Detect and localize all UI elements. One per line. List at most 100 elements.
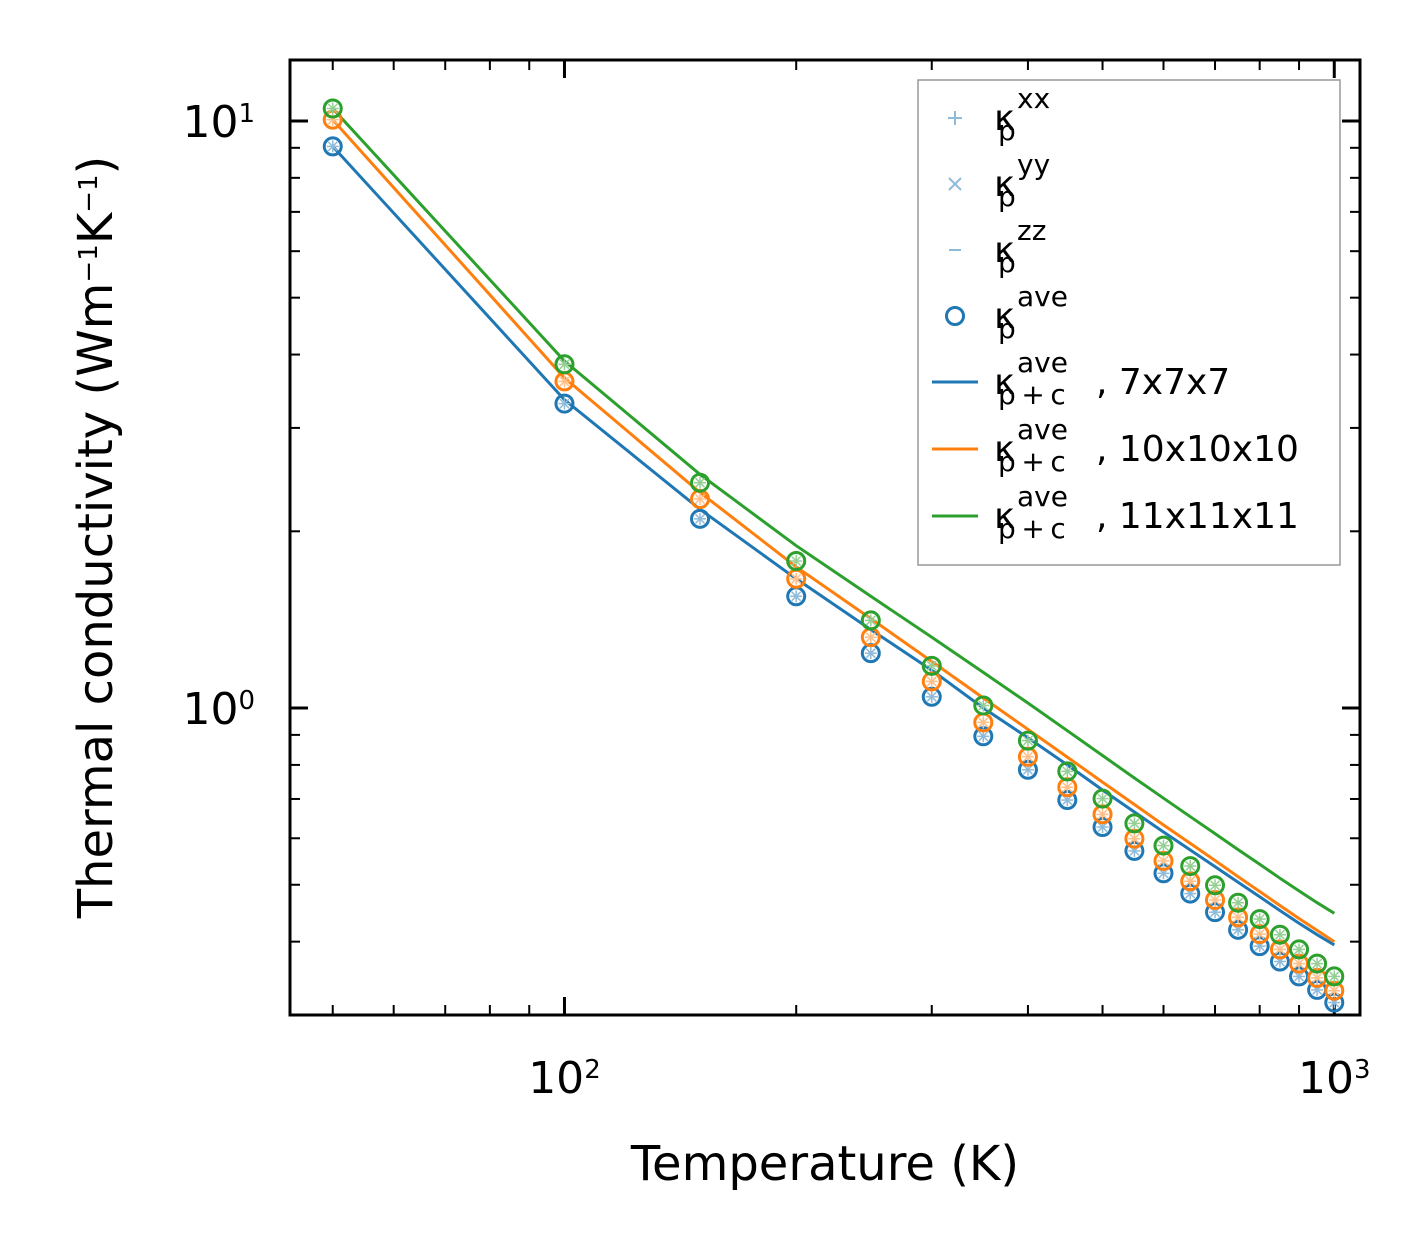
legend-marker-circle: [945, 306, 965, 326]
kp-component-marker: [1254, 929, 1265, 940]
kp-ave-point-11x11x11: [1180, 856, 1201, 877]
kp-ave-point-7x7x7: [690, 508, 711, 529]
x-tick-label: 103: [1298, 1053, 1371, 1104]
kp-ave-point-11x11x11: [1249, 909, 1270, 930]
kp-component-marker: [694, 513, 706, 524]
kp-ave-point-10x10x10: [1205, 889, 1226, 910]
kp-component-marker: [978, 731, 989, 742]
kp-component-marker: [791, 573, 802, 584]
y-axis-title: Thermal conductivity (Wm−1K−1): [68, 156, 124, 920]
legend-box: [917, 79, 1341, 566]
kp-component-marker: [865, 632, 876, 643]
kp-component-marker: [1233, 897, 1244, 908]
series-line-11x11x11: [331, 107, 1336, 915]
kp-component-marker: [1022, 751, 1033, 762]
kp-component-marker: [1022, 764, 1033, 775]
plot-area: [322, 98, 1345, 1013]
kp-component-marker: [1233, 912, 1244, 923]
kp-ave-point-11x11x11: [1205, 875, 1226, 896]
kp-component-marker: [1274, 944, 1285, 955]
kp-component-marker: [559, 398, 570, 409]
kp-component-marker: [791, 555, 802, 567]
kp-ave-point-11x11x11: [786, 551, 807, 572]
kp-component-marker: [694, 493, 706, 505]
kp-ave-point-10x10x10: [1124, 828, 1145, 849]
kp-component-marker: [1209, 894, 1221, 906]
kp-ave-point-11x11x11: [1228, 892, 1249, 913]
kp-component-marker: [559, 359, 570, 370]
kp-component-marker: [1062, 766, 1073, 777]
kp-component-marker: [1312, 958, 1323, 969]
kp-component-marker: [1097, 809, 1108, 820]
kp-ave-point-10x10x10: [1269, 939, 1290, 960]
y-tick-label: 100: [182, 684, 255, 735]
kp-ave-point-11x11x11: [1289, 939, 1310, 960]
kp-component-marker: [1209, 880, 1221, 891]
legend-label: κp + cave, 11x11x11: [994, 480, 1299, 545]
kp-ave-point-10x10x10: [1249, 924, 1270, 945]
kp-ave-point-11x11x11: [1092, 788, 1113, 809]
kp-ave-point-7x7x7: [322, 136, 343, 157]
legend-label: κpyy: [994, 148, 1050, 213]
axes-frame: [288, 58, 1362, 1017]
legend-label: κpave: [994, 280, 1068, 345]
kp-ave-point-11x11x11: [1017, 730, 1038, 751]
legend-marker-x: [948, 177, 962, 191]
kp-component-marker: [327, 141, 338, 152]
kp-component-marker: [1294, 971, 1305, 982]
kp-ave-point-11x11x11: [690, 472, 711, 493]
kp-component-marker: [865, 615, 876, 626]
kp-component-marker: [327, 103, 338, 114]
series-line-7x7x7: [331, 145, 1336, 947]
kp-component-marker: [694, 477, 706, 488]
kp-component-marker: [1294, 958, 1305, 969]
kp-component-marker: [791, 591, 802, 602]
kp-ave-point-10x10x10: [1153, 850, 1174, 871]
kp-component-marker: [1312, 972, 1323, 983]
kp-component-marker: [1097, 822, 1108, 833]
kp-component-marker: [865, 648, 876, 659]
kp-component-marker: [978, 700, 989, 711]
kp-component-marker: [1158, 840, 1169, 851]
legend-label: κp + cave, 10x10x10: [994, 413, 1299, 478]
kp-component-marker: [1129, 833, 1140, 844]
x-axis-title: Temperature (K): [630, 1136, 1019, 1192]
kp-component-marker: [978, 717, 989, 728]
kp-ave-point-11x11x11: [973, 695, 994, 716]
kp-component-marker: [1185, 861, 1196, 872]
tick-labels: 102 103 100 101: [182, 97, 1370, 1104]
y-tick-label: 101: [182, 97, 255, 148]
kp-ave-point-11x11x11: [921, 655, 942, 676]
legend-label: κpzz: [994, 214, 1046, 279]
kp-ave-point-11x11x11: [860, 610, 881, 631]
kp-ave-point-11x11x11: [1324, 966, 1345, 987]
kp-component-marker: [1158, 855, 1169, 866]
series-line-10x10x10: [331, 118, 1336, 943]
kp-ave-point-7x7x7: [554, 393, 575, 414]
kp-component-marker: [1329, 971, 1340, 982]
kp-component-marker: [926, 676, 937, 687]
x-tick-label: 102: [528, 1053, 601, 1104]
legend-label: κpxx: [994, 82, 1050, 147]
kp-component-marker: [1294, 944, 1305, 955]
kp-ave-point-11x11x11: [322, 98, 343, 119]
kp-component-marker: [1254, 914, 1265, 925]
kp-component-marker: [1274, 929, 1285, 940]
kp-component-marker: [1097, 793, 1108, 804]
kp-component-marker: [1062, 782, 1073, 793]
kp-component-marker: [926, 691, 937, 702]
kp-ave-point-11x11x11: [1269, 924, 1290, 945]
kp-component-marker: [926, 660, 937, 671]
kp-ave-point-11x11x11: [1153, 835, 1174, 856]
kp-component-marker: [1329, 985, 1340, 996]
kp-ave-point-11x11x11: [554, 354, 575, 375]
legend-label: κp + cave, 7x7x7: [994, 346, 1230, 411]
kp-ave-point-11x11x11: [1307, 953, 1328, 974]
kp-ave-point-11x11x11: [1057, 761, 1078, 782]
kp-component-marker: [559, 376, 570, 387]
kp-component-marker: [1129, 818, 1140, 829]
kp-component-marker: [1062, 795, 1073, 806]
kp-ave-point-10x10x10: [1180, 871, 1201, 892]
